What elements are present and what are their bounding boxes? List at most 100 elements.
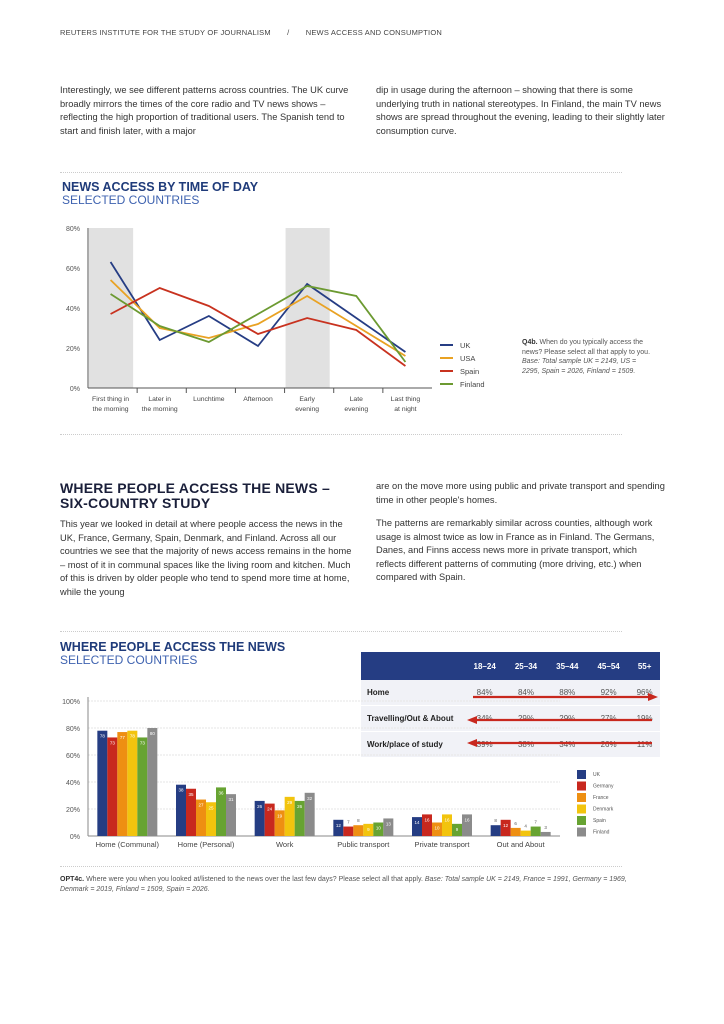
legend-label: Finland — [460, 380, 485, 389]
bar-uk — [176, 784, 186, 836]
line-chart-title: NEWS ACCESS BY TIME OF DAY — [62, 180, 259, 194]
bar-france — [274, 810, 285, 836]
line-series-usa — [109, 279, 406, 357]
x-tick-label: First thing in the morning — [92, 396, 129, 413]
bar-value-label: 35 — [188, 792, 194, 797]
table-cell: 39% — [464, 731, 506, 758]
y-tick-label: 20% — [66, 346, 80, 353]
line-series-spain — [110, 287, 406, 367]
bar-value-label: 77 — [120, 735, 126, 740]
legend-label: Denmark — [593, 807, 614, 813]
bar-value-label: 24 — [267, 807, 273, 812]
publisher-name: REUTERS INSTITUTE FOR THE STUDY OF JOURN… — [60, 28, 271, 37]
table-cell: 34% — [546, 731, 588, 758]
y-tick-label: 80% — [66, 726, 80, 733]
legend-swatch — [577, 793, 586, 802]
bar-value-label: 26 — [297, 804, 303, 809]
bar-spain — [373, 822, 384, 836]
legend-swatch — [577, 827, 586, 837]
bar-value-label: 12 — [336, 823, 342, 828]
y-tick-label: 20% — [66, 807, 80, 814]
y-tick-label: 40% — [66, 780, 80, 787]
bar-finland — [462, 814, 472, 836]
x-tick-label: Later in the morning — [142, 396, 178, 413]
x-tick-label: Lunchtime — [193, 396, 225, 403]
divider — [60, 434, 622, 435]
bar-value-label: 9 — [456, 827, 459, 832]
bar-germany — [107, 737, 118, 836]
line-chart-note: Q4b. When do you typically access the ne… — [522, 338, 652, 376]
bar-france — [432, 822, 442, 836]
bar-uk — [254, 800, 265, 836]
bar-spain — [294, 800, 305, 836]
x-tick-label: Home (Personal) — [178, 840, 235, 849]
column-header: 18–24 — [464, 652, 506, 680]
table-cell: 29% — [546, 705, 588, 732]
bar-uk — [490, 825, 501, 836]
bar-value-label: 26 — [257, 804, 263, 809]
bar-france — [117, 732, 128, 836]
intro-left-text: Interestingly, we see different patterns… — [60, 85, 349, 136]
y-tick-label: 100% — [62, 699, 80, 706]
row-label: Work/place of study — [361, 731, 464, 758]
bar-denmark — [284, 796, 295, 836]
table-cell: 84% — [505, 680, 547, 706]
bar-value-label: 25 — [208, 805, 214, 810]
bar-value-label: 27 — [198, 803, 204, 808]
bar-spain — [137, 737, 148, 836]
bar-value-label: 10 — [376, 826, 382, 831]
legend-label: UK — [593, 772, 601, 778]
bar-value-label: 12 — [503, 823, 509, 828]
section-heading-line1: WHERE PEOPLE ACCESS THE NEWS – — [60, 480, 330, 496]
divider — [60, 172, 622, 173]
x-tick-label: Work — [276, 840, 294, 849]
note-question-id: Q4b. — [522, 339, 538, 346]
header-separator: / — [287, 28, 290, 37]
bar-value-label: 3 — [544, 825, 547, 830]
y-tick-label: 40% — [66, 306, 80, 313]
line-series-uk — [109, 261, 406, 353]
x-tick-label: Early evening — [295, 396, 319, 413]
bar-value-label: 10 — [434, 826, 440, 831]
x-tick-label: Out and About — [497, 840, 546, 849]
column-header: 55+ — [629, 652, 660, 680]
x-tick-label: Late evening — [344, 396, 368, 413]
bar-value-label: 14 — [414, 820, 420, 825]
y-tick-label: 80% — [66, 226, 80, 233]
y-tick-label: 0% — [70, 834, 80, 841]
legend-swatch — [577, 770, 586, 779]
bar-value-label: 78 — [130, 734, 136, 739]
bar-spain — [216, 787, 226, 836]
section-name: NEWS ACCESS AND CONSUMPTION — [305, 28, 442, 37]
x-tick-label: Public transport — [337, 840, 390, 849]
bar-value-label: 29 — [287, 800, 293, 805]
note-question: Where were you when you looked at/listen… — [84, 876, 425, 883]
x-tick-label: Private transport — [414, 840, 470, 849]
legend-swatch — [577, 804, 586, 814]
bar-denmark — [363, 823, 374, 836]
x-tick-label: Last thing at night — [391, 396, 421, 413]
table-cell: 96% — [629, 680, 660, 706]
bar-uk — [333, 819, 344, 836]
legend-label: Germany — [593, 784, 614, 790]
bar-uk — [412, 817, 422, 836]
bar-denmark — [127, 730, 138, 836]
section-right-text-2: The patterns are remarkably similar acro… — [376, 518, 655, 583]
intro-right-text: dip in usage during the afternoon – show… — [376, 85, 665, 136]
x-tick-label: Home (Communal) — [96, 840, 160, 849]
table-row: Work/place of study 39% 38% 34% 26% 11% — [361, 731, 660, 758]
bar-france — [510, 827, 521, 836]
line-series-finland — [110, 285, 407, 363]
bar-value-label: 16 — [424, 817, 430, 822]
line-chart: 0% 20% 40% 60% 80% First thing in the morning L… — [66, 226, 485, 413]
bar-chart-title: WHERE PEOPLE ACCESS THE NEWS — [60, 640, 286, 654]
bar-finland — [383, 818, 394, 836]
bar-finland — [304, 792, 315, 836]
bar-finland — [147, 728, 158, 836]
table-cell: 11% — [629, 731, 660, 758]
note-question: When do you typically access the news? P… — [522, 339, 651, 356]
bar-france — [353, 825, 364, 836]
column-header: 45–54 — [587, 652, 630, 680]
